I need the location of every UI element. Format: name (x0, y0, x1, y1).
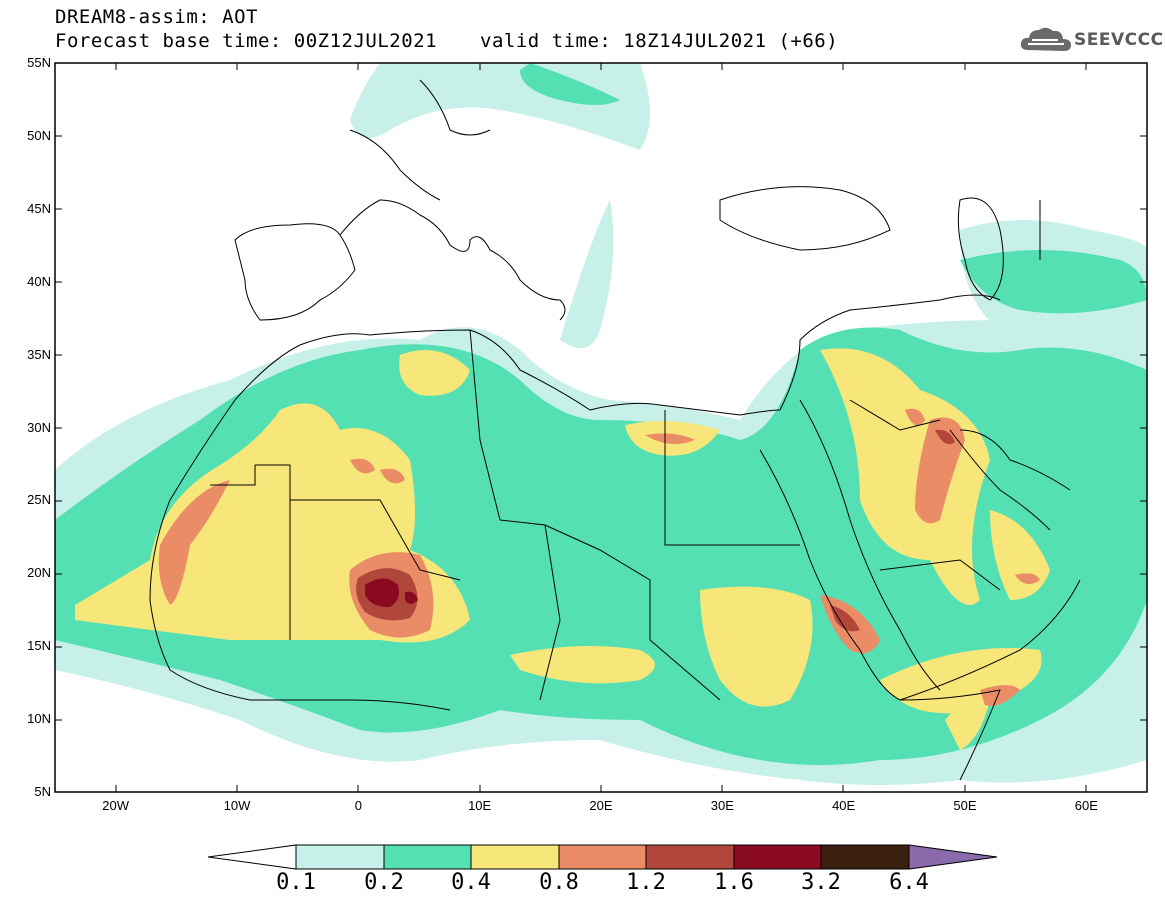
colorbar-bin-0.8-1.2 (558, 844, 647, 870)
chart-title-line1: DREAM8-assim: AOT (55, 6, 258, 28)
colorbar-high-arrow (908, 844, 998, 870)
colorbar-label: 0.8 (539, 870, 579, 895)
colorbar-label: 1.2 (626, 870, 666, 895)
aot-field (55, 63, 1147, 785)
lon-tick-label: 10E (468, 798, 492, 813)
colorbar-label: 6.4 (889, 870, 929, 895)
colorbar-bin-0.4-0.8 (470, 844, 560, 870)
axis-ticks (55, 62, 1147, 792)
colorbar-label: 0.1 (276, 870, 316, 895)
lon-tick-label: 20W (102, 798, 130, 813)
logo-text: SEEVCCC (1074, 30, 1164, 50)
lon-tick-label: 0 (354, 798, 362, 813)
lon-tick-label: 20E (589, 798, 613, 813)
lat-tick-label: 25N (27, 492, 51, 508)
coastlines-borders (149, 79, 1081, 781)
lat-tick-label: 30N (27, 419, 51, 435)
colorbar-bin-0.2-0.4 (383, 844, 472, 870)
aot-band-1.6-3.2 (365, 578, 418, 608)
lon-tick-label: 50E (953, 798, 977, 813)
lat-tick-label: 20N (27, 565, 51, 581)
chart-title-base-time: Forecast base time: 00Z12JUL2021 (55, 30, 438, 52)
lon-tick-label: 60E (1074, 798, 1098, 813)
cloud-logo-icon (1020, 27, 1071, 51)
colorbar-label: 0.2 (364, 870, 404, 895)
colorbar-label: 0.4 (451, 870, 491, 895)
colorbar (207, 844, 998, 870)
lat-tick-label: 35N (27, 346, 51, 362)
lat-tick-label: 40N (27, 273, 51, 289)
lat-tick-label: 55N (27, 55, 51, 70)
lat-tick-label: 45N (27, 200, 51, 216)
lon-tick-label: 40E (832, 798, 856, 813)
colorbar-bin-0.1-0.2 (295, 844, 385, 870)
seevccc-logo: SEEVCCC (1018, 22, 1163, 58)
colorbar-bin-1.2-1.6 (645, 844, 735, 870)
colorbar-low-arrow (207, 844, 297, 870)
lon-tick-label: 30E (710, 798, 734, 813)
lat-tick-label: 15N (27, 638, 51, 654)
chart-title-valid-time: valid time: 18Z14JUL2021 (+66) (480, 30, 839, 52)
lat-tick-label: 5N (34, 784, 51, 799)
lon-tick-label: 10W (223, 798, 251, 813)
lat-tick-label: 10N (27, 711, 51, 727)
colorbar-bin-3.2-6.4 (820, 844, 910, 870)
colorbar-label: 3.2 (801, 870, 841, 895)
colorbar-label: 1.6 (714, 870, 754, 895)
colorbar-bin-1.6-3.2 (733, 844, 822, 870)
lat-tick-label: 50N (27, 127, 51, 143)
